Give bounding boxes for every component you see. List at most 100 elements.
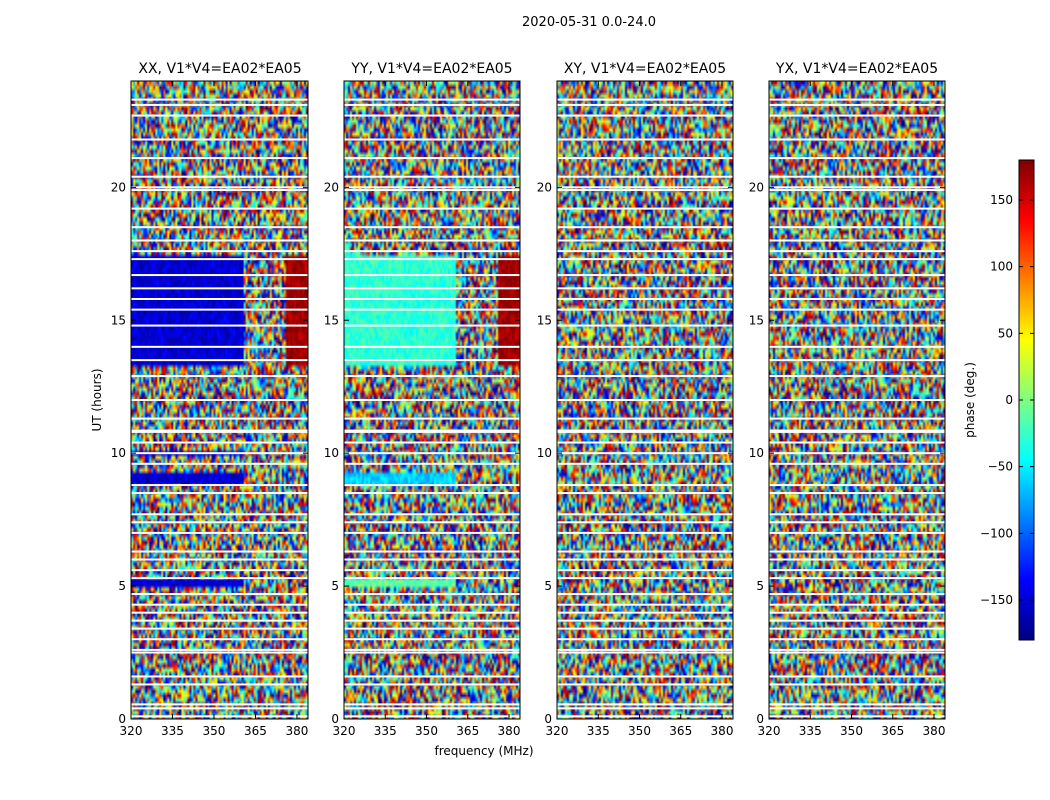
flagged-row: [131, 593, 308, 596]
x-tick-label: 320: [333, 724, 356, 738]
y-tick-label: 15: [111, 313, 126, 327]
y-tick-label: 5: [118, 579, 126, 593]
flagged-row: [557, 207, 733, 210]
flagged-row: [557, 274, 733, 277]
flagged-row: [557, 375, 733, 378]
flagged-row: [769, 274, 945, 277]
flagged-row: [344, 308, 520, 311]
flagged-row: [769, 648, 945, 651]
y-tick-label: 10: [537, 446, 552, 460]
flagged-row: [344, 345, 520, 348]
flagged-row: [557, 648, 733, 651]
flagged-row: [769, 550, 945, 553]
flagged-row: [131, 648, 308, 651]
flagged-row: [557, 103, 733, 106]
flagged-row: [557, 324, 733, 327]
x-tick-label: 320: [758, 724, 781, 738]
flagged-row: [344, 675, 520, 678]
panel-yy: YY, V1*V4=EA02*EA05 320 335 350 365 380 0 5 10 1…: [324, 61, 521, 738]
flagged-row: [557, 430, 733, 433]
flagged-row: [131, 188, 308, 191]
y-tick-label: 0: [544, 712, 552, 726]
flagged-row: [131, 359, 308, 362]
flagged-row: [344, 531, 520, 534]
x-tick-label: 320: [546, 724, 569, 738]
flagged-row: [557, 138, 733, 141]
colorbar: −150 −100 −50 0 50 100 150: [980, 159, 1035, 641]
flagged-row: [344, 603, 520, 606]
flagged-row: [769, 651, 945, 654]
flagged-row: [769, 611, 945, 614]
flagged-row: [344, 274, 520, 277]
flagged-row: [131, 627, 308, 630]
flagged-row: [131, 492, 308, 495]
flagged-row: [131, 114, 308, 117]
panel-frame: [556, 80, 734, 720]
flagged-row: [557, 703, 733, 706]
flagged-row: [131, 258, 308, 261]
flagged-row: [769, 359, 945, 362]
flagged-row: [131, 638, 308, 641]
y-tick-label: 10: [749, 446, 764, 460]
flagged-row: [131, 707, 308, 710]
flagged-row: [769, 593, 945, 596]
figure-title: 2020-05-31 0.0-24.0: [522, 15, 656, 30]
flagged-row: [131, 683, 308, 686]
flagged-row: [557, 417, 733, 420]
flagged-row: [131, 274, 308, 277]
flagged-row: [557, 675, 733, 678]
flagged-row: [557, 577, 733, 580]
flagged-row: [557, 226, 733, 229]
flagged-row: [344, 627, 520, 630]
panel-frame: [343, 80, 521, 720]
flagged-row: [557, 175, 733, 178]
panel-frame: [768, 80, 946, 720]
flagged-row: [769, 188, 945, 191]
flagged-row: [344, 207, 520, 210]
x-axis-label: frequency (MHz): [434, 744, 533, 758]
flagged-row: [131, 619, 308, 622]
flagged-row: [131, 417, 308, 420]
flagged-row: [344, 648, 520, 651]
flagged-row: [344, 226, 520, 229]
flagged-row: [344, 399, 520, 401]
y-tick-label: 15: [324, 313, 339, 327]
flagged-row: [344, 297, 520, 300]
flagged-row: [131, 531, 308, 534]
flagged-row: [769, 531, 945, 534]
flagged-row: [557, 452, 733, 455]
y-tick-label: 5: [756, 579, 764, 593]
y-tick-label: 20: [111, 180, 126, 194]
panel-xy: XY, V1*V4=EA02*EA05 320 335 350 365 380 0 5 10 1…: [537, 61, 734, 738]
flagged-row: [557, 157, 733, 160]
flagged-row: [344, 441, 520, 444]
flagged-row: [769, 175, 945, 178]
x-tick-label: 335: [374, 724, 397, 738]
flagged-row: [344, 492, 520, 495]
panel-frame: [130, 80, 309, 720]
flagged-row: [769, 399, 945, 401]
flagged-row: [131, 239, 308, 242]
flagged-row: [131, 611, 308, 614]
flagged-row: [557, 558, 733, 561]
flagged-row: [131, 430, 308, 433]
flagged-row: [769, 250, 945, 253]
flagged-row: [131, 250, 308, 253]
flagged-row: [131, 297, 308, 300]
flagged-row: [769, 324, 945, 327]
flagged-row: [557, 462, 733, 465]
flagged-row: [557, 239, 733, 242]
flagged-row: [131, 550, 308, 553]
x-tick-label: 365: [669, 724, 692, 738]
flagged-row: [344, 593, 520, 596]
flagged-row: [557, 593, 733, 596]
flagged-row: [344, 707, 520, 710]
flagged-row: [344, 611, 520, 614]
flagged-row: [557, 603, 733, 606]
flagged-row: [769, 239, 945, 242]
x-tick-label: 380: [498, 724, 521, 738]
panel-title-yy: YY, V1*V4=EA02*EA05: [350, 61, 512, 77]
flagged-row: [344, 258, 520, 261]
flagged-row: [769, 627, 945, 630]
flagged-row: [131, 186, 308, 189]
